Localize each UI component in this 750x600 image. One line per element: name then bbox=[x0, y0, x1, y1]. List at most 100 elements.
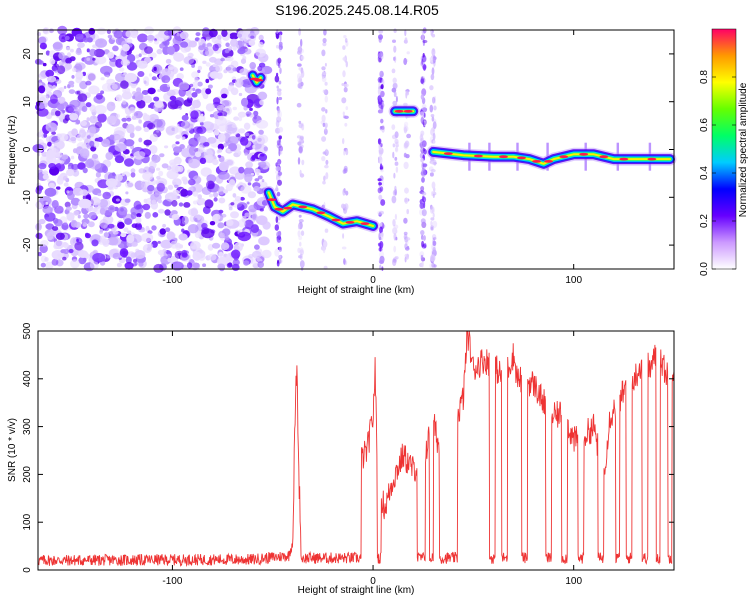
heatmap-peak bbox=[517, 156, 526, 160]
heatmap-noise-spot bbox=[47, 141, 52, 147]
heatmap-noise-spot bbox=[85, 80, 92, 86]
heatmap-noise-spot bbox=[191, 92, 198, 98]
heatmap-noise-spot bbox=[82, 222, 88, 227]
heatmap-noise-spot bbox=[62, 242, 69, 248]
heatmap-noise-spot bbox=[44, 187, 57, 197]
heatmap-noise-spot bbox=[153, 96, 160, 102]
heatmap-noise-spot bbox=[239, 196, 245, 201]
heatmap-noise-spot bbox=[221, 93, 228, 99]
heatmap-noise-spot bbox=[46, 178, 51, 182]
heatmap-noise-spot bbox=[44, 257, 49, 262]
heatmap-noise-spot bbox=[166, 83, 171, 88]
heatmap-streak-spot bbox=[403, 121, 409, 127]
heatmap-noise-spot bbox=[199, 121, 204, 126]
heatmap-noise-spot bbox=[154, 100, 164, 108]
colorbar-tick-label: 0.4 bbox=[699, 166, 710, 180]
heatmap-streak-spot bbox=[420, 158, 424, 163]
heatmap-noise-spot bbox=[216, 104, 225, 111]
heatmap-noise-spot bbox=[42, 84, 54, 92]
heatmap-streak-spot bbox=[300, 70, 305, 78]
heatmap-noise-spot bbox=[193, 183, 204, 193]
heatmap-streak-spot bbox=[405, 246, 410, 251]
heatmap-noise-spot bbox=[117, 221, 125, 229]
heatmap-noise-spot bbox=[194, 77, 199, 82]
heatmap-noise-spot bbox=[173, 146, 183, 154]
heatmap-noise-spot bbox=[45, 149, 56, 159]
heatmap-streak-spot bbox=[279, 67, 282, 74]
heatmap-streak-spot bbox=[380, 105, 384, 110]
heatmap-noise-spot bbox=[99, 218, 109, 229]
heatmap-streak-spot bbox=[345, 60, 348, 68]
heatmap-noise-spot bbox=[200, 113, 204, 117]
heatmap-peak bbox=[298, 205, 308, 209]
heatmap-streak-spot bbox=[377, 138, 382, 145]
heatmap-noise-spot bbox=[78, 198, 92, 209]
heatmap-noise-spot bbox=[125, 30, 134, 38]
heatmap-noise-spot bbox=[45, 261, 54, 270]
heatmap-peak bbox=[316, 211, 326, 215]
heatmap-streak-spot bbox=[276, 235, 282, 243]
heatmap-noise-spot bbox=[95, 93, 103, 100]
heatmap-noise-spot bbox=[149, 145, 158, 154]
heatmap-streak-spot bbox=[300, 55, 305, 60]
heatmap-noise-spot bbox=[115, 94, 123, 102]
heatmap-noise-spot bbox=[186, 96, 193, 104]
heatmap-noise-spot bbox=[138, 261, 144, 267]
heatmap-noise-spot bbox=[92, 252, 106, 263]
heatmap-noise-spot bbox=[227, 136, 239, 145]
heatmap-noise-spot bbox=[77, 101, 86, 111]
heatmap-y-tick-label: 20 bbox=[22, 48, 33, 60]
heatmap-noise-spot bbox=[146, 34, 155, 42]
heatmap-noise-spot bbox=[142, 95, 153, 104]
heatmap-streak-spot bbox=[393, 56, 396, 61]
heatmap-noise-spot bbox=[69, 48, 74, 53]
heatmap-noise-spot bbox=[217, 222, 225, 229]
heatmap-noise-spot bbox=[54, 63, 60, 68]
heatmap-streak-spot bbox=[274, 248, 280, 257]
heatmap-y-tick-label: -20 bbox=[22, 237, 33, 252]
heatmap-streak-spot bbox=[342, 138, 345, 145]
heatmap-noise-spot bbox=[135, 216, 142, 224]
heatmap-streak-spot bbox=[298, 67, 302, 71]
heatmap-noise-spot bbox=[64, 35, 70, 41]
heatmap-noise-spot bbox=[38, 169, 43, 175]
heatmap-streak-spot bbox=[301, 159, 305, 166]
heatmap-peak bbox=[331, 218, 341, 222]
heatmap-noise-spot bbox=[132, 95, 136, 100]
heatmap-peak bbox=[579, 152, 589, 156]
heatmap-noise-spot bbox=[70, 197, 81, 206]
heatmap-streak-spot bbox=[298, 255, 302, 259]
heatmap-noise-spot bbox=[106, 29, 111, 35]
heatmap-x-tick-label: 100 bbox=[565, 275, 582, 286]
heatmap-noise-spot bbox=[180, 41, 189, 48]
heatmap-noise-spot bbox=[211, 255, 217, 260]
heatmap-streak-spot bbox=[277, 255, 282, 259]
heatmap-peak bbox=[267, 198, 277, 202]
heatmap-noise-spot bbox=[48, 182, 55, 189]
heatmap-noise-spot bbox=[188, 40, 197, 48]
heatmap-noise-spot bbox=[231, 249, 241, 259]
heatmap-noise-spot bbox=[245, 111, 252, 117]
heatmap-noise-spot bbox=[257, 261, 265, 268]
heatmap-noise-spot bbox=[39, 42, 48, 50]
heatmap-noise-spot bbox=[256, 172, 260, 176]
heatmap-noise-spot bbox=[230, 38, 238, 47]
heatmap-noise-spot bbox=[36, 108, 49, 117]
heatmap-noise-spot bbox=[50, 111, 55, 116]
heatmap-streak-spot bbox=[403, 102, 408, 107]
heatmap-noise-spot bbox=[230, 202, 235, 206]
heatmap-streak-spot bbox=[419, 142, 425, 148]
heatmap-noise-spot bbox=[144, 46, 153, 54]
heatmap-noise-spot bbox=[144, 57, 152, 63]
heatmap-noise-spot bbox=[202, 43, 206, 48]
heatmap-streak-spot bbox=[323, 29, 327, 36]
heatmap-streak-spot bbox=[277, 221, 280, 225]
colorbar-ticks: 0.0 0.2 0.4 0.6 0.8 bbox=[699, 70, 736, 276]
heatmap-noise-spot bbox=[172, 189, 180, 196]
heatmap-streak-spot bbox=[404, 256, 407, 263]
heatmap-streak-spot bbox=[321, 49, 326, 57]
heatmap-streak-spot bbox=[420, 78, 425, 84]
heatmap-streak-spot bbox=[392, 258, 397, 266]
heatmap-noise-spot bbox=[212, 242, 221, 249]
